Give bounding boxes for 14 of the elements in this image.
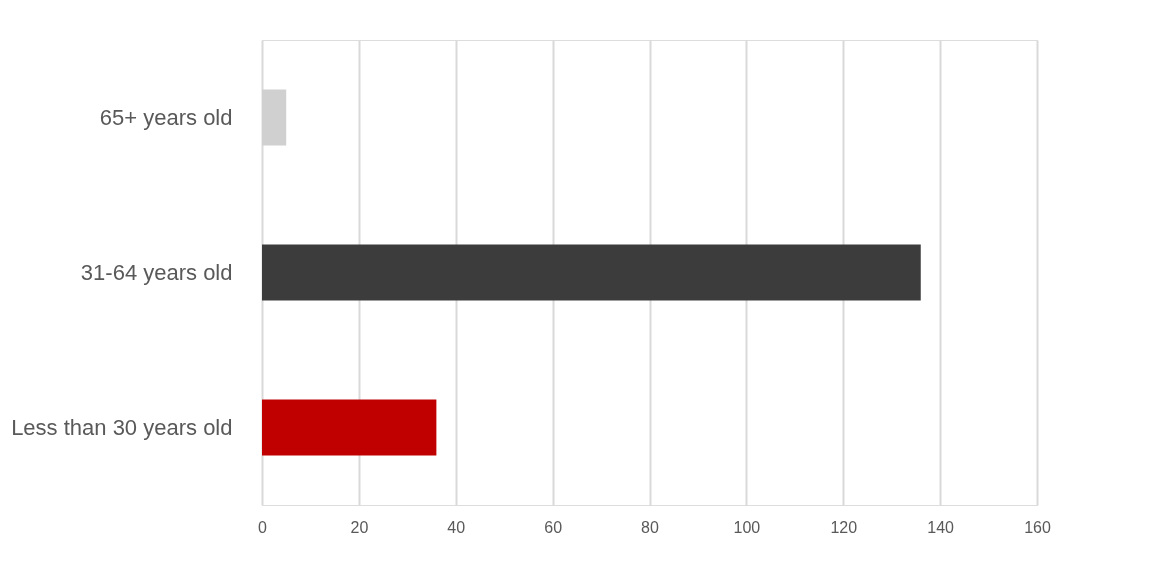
y-tick-label: 31-64 years old — [80, 259, 233, 285]
x-tick-label: 160 — [1024, 518, 1051, 536]
bar — [262, 399, 437, 456]
y-tick-label: 65+ years old — [99, 104, 233, 130]
x-tick-label: 60 — [544, 518, 563, 536]
x-tick-label: 100 — [733, 518, 761, 536]
x-tick-label: 40 — [447, 518, 466, 536]
bar — [262, 244, 921, 301]
y-tick-label: Less than 30 years old — [11, 414, 233, 440]
x-tick-label: 80 — [641, 518, 659, 536]
x-tick-label: 120 — [830, 518, 858, 536]
x-tick-label: 0 — [258, 518, 268, 536]
x-tick-label: 20 — [350, 518, 369, 536]
x-tick-label: 140 — [927, 518, 955, 536]
